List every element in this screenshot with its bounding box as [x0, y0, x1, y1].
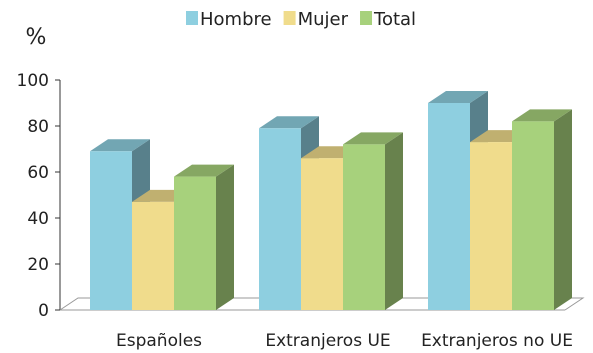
- y-axis-label: %: [26, 25, 47, 50]
- bar-top: [259, 116, 319, 129]
- x-axis-labels: Españoles Extranjeros UE Extranjeros no UE: [116, 331, 573, 351]
- x-tick-label: Extranjeros UE: [265, 331, 390, 351]
- bar-total-1: [174, 164, 234, 310]
- bar-front: [428, 103, 470, 310]
- bar-total-3: [512, 109, 572, 311]
- bar-top: [343, 132, 403, 145]
- y-tick-label: 100: [17, 71, 49, 91]
- y-tick-label: 40: [27, 209, 49, 229]
- legend-label-total: Total: [373, 9, 416, 30]
- y-tick-label: 0: [38, 301, 49, 321]
- bar-front: [174, 176, 216, 310]
- bar-front: [512, 121, 554, 311]
- bar-side: [554, 109, 572, 311]
- bars: [90, 91, 572, 311]
- legend: Hombre Mujer Total: [186, 9, 416, 30]
- x-tick-label: Extranjeros no UE: [421, 331, 573, 351]
- legend-swatch-total: [360, 11, 373, 25]
- bar-front: [470, 142, 512, 310]
- bar-front: [259, 128, 301, 310]
- bar-front: [132, 201, 174, 310]
- y-tick-label: 80: [27, 117, 49, 137]
- legend-label-hombre: Hombre: [200, 9, 272, 30]
- legend-swatch-hombre: [186, 11, 198, 25]
- y-tick-label: 60: [27, 163, 49, 183]
- y-axis-ticks: 0 20 40 60 80 100: [17, 71, 60, 321]
- bar-side: [216, 164, 234, 310]
- x-tick-label: Españoles: [116, 331, 202, 351]
- bar-side: [385, 132, 403, 310]
- legend-label-mujer: Mujer: [298, 9, 349, 30]
- bar-top: [90, 139, 150, 152]
- bar-front: [301, 158, 343, 310]
- bar-top: [428, 91, 488, 103]
- bar-top: [174, 164, 234, 177]
- legend-swatch-mujer: [283, 11, 296, 25]
- bar-total-2: [343, 132, 403, 310]
- bar-front: [90, 151, 132, 310]
- bar-top: [512, 109, 572, 122]
- y-tick-label: 20: [27, 255, 49, 275]
- bar-front: [343, 144, 385, 310]
